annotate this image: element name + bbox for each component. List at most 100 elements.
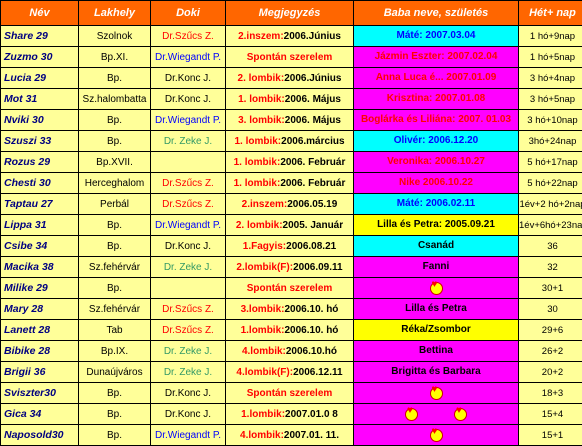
table-row: Lanett 28 Tab Dr.Szűcs Z. 1.lombik:2006.10.… [0, 319, 582, 341]
cell-name: Mary 28 [0, 298, 79, 320]
table-row: Szuszi 33 Bp. Dr. Zeke J. 1. lombik:2006.má… [0, 130, 582, 152]
cell-name: Mot 31 [0, 88, 79, 110]
cell-name: Naposold30 [0, 424, 79, 446]
cell-place: Bp. [78, 235, 151, 257]
cell-baby: Olivér: 2006.12.20 [353, 130, 519, 152]
table-row: Lippa 31 Bp. Dr.Wiegandt P. 2. lombik:2005.… [0, 214, 582, 236]
table-row: Taptau 27 Perbál Dr.Szűcs Z. 2.inszem:2006.… [0, 193, 582, 215]
cell-baby: Brigitta és Barbara [353, 361, 519, 383]
cell-name: Brigii 36 [0, 361, 79, 383]
cell-baby: Lilla és Petra: 2005.09.21 [353, 214, 519, 236]
cell-baby: Lilla és Petra [353, 298, 519, 320]
header-baby: Baba neve, születés [353, 0, 519, 26]
cell-name: Share 29 [0, 25, 79, 47]
cell-weeks: 30 [518, 298, 582, 320]
note-prefix: 4.lombik: [240, 429, 284, 441]
cell-doctor: Dr.Wiegandt P. [150, 109, 226, 131]
note-date: 2006.Június [283, 30, 341, 42]
note-prefix: 4.lombik(F): [236, 366, 294, 378]
note-date: 2006. Február [280, 156, 346, 168]
cell-place: Bp.XI. [78, 46, 151, 68]
cell-weeks: 1 hó+5nap [518, 46, 582, 68]
cell-weeks: 20+2 [518, 361, 582, 383]
cell-doctor [150, 151, 226, 173]
cell-doctor: Dr.Konc J. [150, 403, 226, 425]
table-row: Nviki 30 Bp. Dr.Wiegandt P. 3. lombik:2006.… [0, 109, 582, 131]
cell-weeks: 1 hó+9nap [518, 25, 582, 47]
cell-note: Spontán szerelem [225, 382, 354, 404]
cell-place: Bp.IX. [78, 340, 151, 362]
cell-doctor: Dr.Konc J. [150, 88, 226, 110]
cell-doctor: Dr.Szűcs Z. [150, 193, 226, 215]
cell-place: Bp. [78, 403, 151, 425]
cell-place: Dunaújváros [78, 361, 151, 383]
note-date: 2006.10.hó [285, 345, 338, 357]
cell-baby [353, 382, 519, 404]
cell-name: Milike 29 [0, 277, 79, 299]
note-prefix: Spontán szerelem [246, 387, 333, 399]
table-row: Chesti 30 Herceghalom Dr.Szűcs Z. 1. lombik… [0, 172, 582, 194]
cell-doctor: Dr.Konc J. [150, 67, 226, 89]
cell-name: Gica 34 [0, 403, 79, 425]
cell-note: 4.lombik:2007.01. 11. [225, 424, 354, 446]
note-date: 2006.10. hó [284, 303, 339, 315]
cell-place: Sz.fehérvár [78, 256, 151, 278]
cell-baby [353, 424, 519, 446]
cell-place: Bp. [78, 424, 151, 446]
cell-place: Sz.fehérvár [78, 298, 151, 320]
note-prefix: 1.Fagyis: [242, 240, 287, 252]
cell-baby: Bettina [353, 340, 519, 362]
table-row: Mary 28 Sz.fehérvár Dr.Szűcs Z. 3.lombik:20… [0, 298, 582, 320]
cell-doctor: Dr. Zeke J. [150, 340, 226, 362]
cell-baby [353, 403, 519, 425]
header-note: Megjegyzés [225, 0, 354, 26]
table-row: Mot 31 Sz.halombatta Dr.Konc J. 1. lombik:2… [0, 88, 582, 110]
note-date: 2005. Január [282, 219, 344, 231]
cell-place: Herceghalom [78, 172, 151, 194]
heart-icon [454, 406, 467, 421]
header-weeks: Hét+ nap [518, 0, 582, 26]
note-prefix: Spontán szerelem [246, 282, 333, 294]
cell-doctor: Dr.Szűcs Z. [150, 298, 226, 320]
cell-baby: Fanni [353, 256, 519, 278]
cell-doctor: Dr.Konc J. [150, 382, 226, 404]
cell-baby: Csanád [353, 235, 519, 257]
note-date: 2006. Május [284, 114, 341, 126]
table-row: Brigii 36 Dunaújváros Dr. Zeke J. 4.lombik(… [0, 361, 582, 383]
note-prefix: 3.lombik: [240, 303, 285, 315]
note-prefix: 3. lombik: [238, 114, 285, 126]
cell-place: Perbál [78, 193, 151, 215]
cell-note: 3.lombik:2006.10. hó [225, 298, 354, 320]
cell-doctor: Dr. Zeke J. [150, 130, 226, 152]
cell-name: Nviki 30 [0, 109, 79, 131]
cell-weeks: 3 hó+4nap [518, 67, 582, 89]
cell-doctor: Dr. Zeke J. [150, 256, 226, 278]
note-date: 2007.01. 11. [283, 429, 339, 441]
note-prefix: 1. lombik: [233, 177, 281, 189]
table-row: Lucia 29 Bp. Dr.Konc J. 2. lombik:2006.Júni… [0, 67, 582, 89]
cell-note: 2. lombik:2006.Június [225, 67, 354, 89]
note-date: 2006.08.21 [286, 240, 337, 252]
cell-baby: Veronika: 2006.10.27 [353, 151, 519, 173]
cell-note: 2.inszem:2006.05.19 [225, 193, 354, 215]
table-body: Share 29 Szolnok Dr.Szűcs Z. 2.inszem:2006.… [0, 25, 582, 446]
cell-note: Spontán szerelem [225, 277, 354, 299]
cell-weeks: 1év+6hó+23nap [518, 214, 582, 236]
cell-weeks: 26+2 [518, 340, 582, 362]
note-date: 2006. Május [284, 93, 341, 105]
cell-place: Bp. [78, 277, 151, 299]
cell-weeks: 3 hó+10nap [518, 109, 582, 131]
cell-name: Zuzmo 30 [0, 46, 79, 68]
cell-name: Macika 38 [0, 256, 79, 278]
table-row: Macika 38 Sz.fehérvár Dr. Zeke J. 2.lombik(… [0, 256, 582, 278]
cell-place: Bp. [78, 109, 151, 131]
cell-weeks: 15+4 [518, 403, 582, 425]
cell-place: Sz.halombatta [78, 88, 151, 110]
heart-icon [405, 406, 418, 421]
table-row: Bibike 28 Bp.IX. Dr. Zeke J. 4.lombik:2006.… [0, 340, 582, 362]
cell-name: Csibe 34 [0, 235, 79, 257]
note-date: 2006.12.11 [293, 366, 343, 378]
cell-weeks: 1év+2 hó+2nap [518, 193, 582, 215]
header-doctor: Doki [150, 0, 226, 26]
